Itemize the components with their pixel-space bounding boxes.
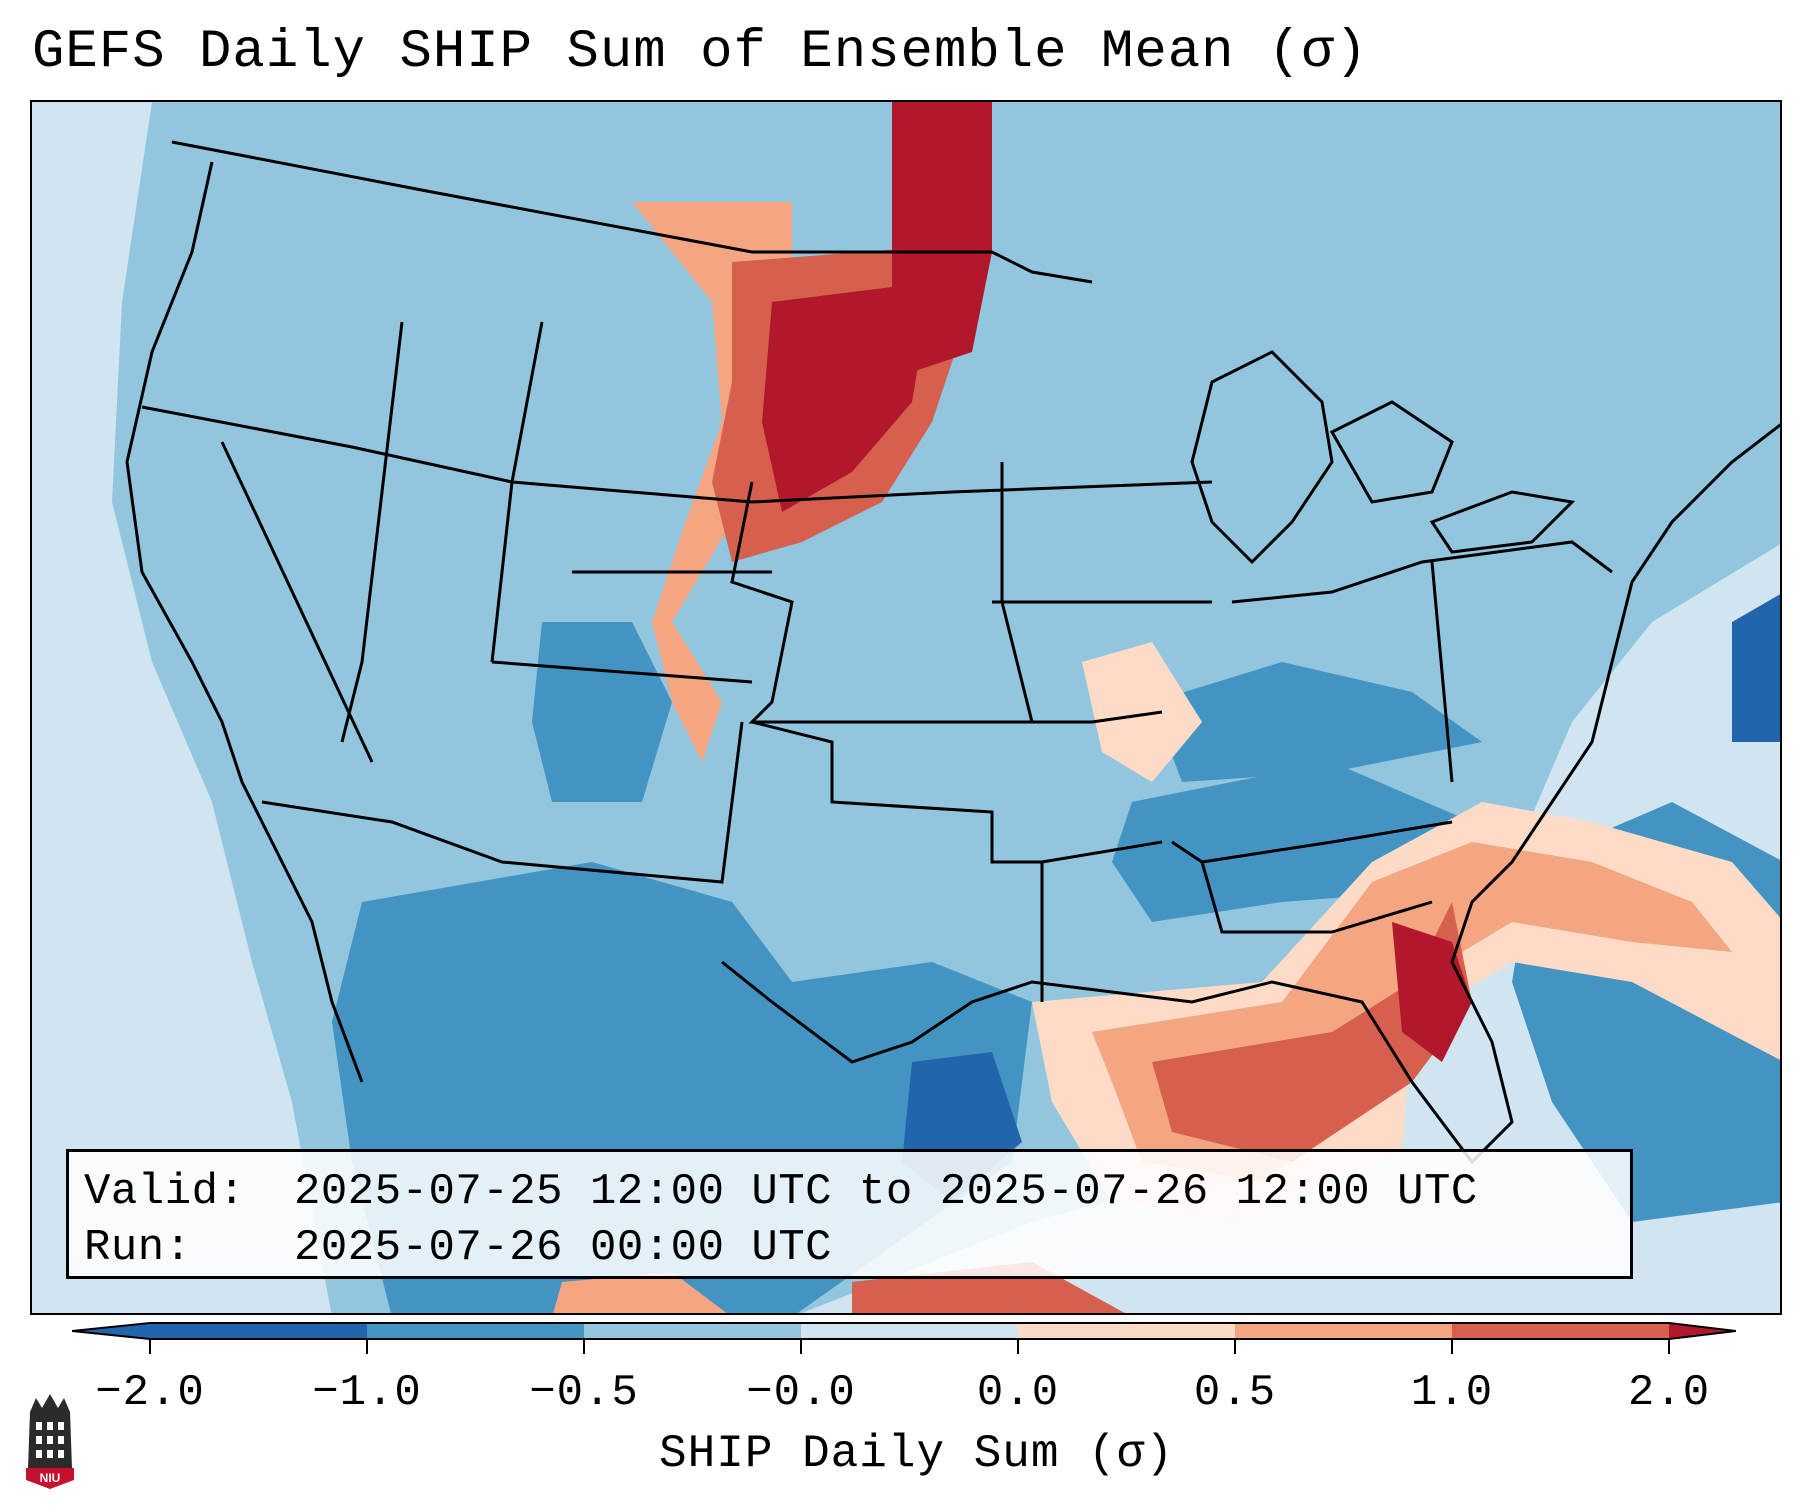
state-borders [141,321,1613,1002]
us-canada-border [171,140,1093,284]
colorbar-segment [150,1323,367,1339]
colorbar-segment [367,1323,584,1339]
colorbar-segment [1452,1323,1669,1339]
colorbar-tick-label: −1.0 [312,1368,422,1418]
field-region-georgia-coast [1392,922,1472,1062]
logo-tower [28,1394,72,1468]
field-region-dakotas-core-2 [762,282,932,512]
field-region-south-bottom-2 [552,1272,732,1313]
colorbar-tick-label: −2.0 [95,1368,205,1418]
run-line: Run: 2025-07-26 00:00 UTC [84,1220,1630,1276]
colorbar-tick-label: −0.5 [529,1368,639,1418]
colorbar-segment [1018,1323,1235,1339]
colorbar-tick [1017,1340,1019,1354]
colorbar-tick-label: 0.0 [976,1368,1060,1418]
colorbar-tick-label: 1.0 [1410,1368,1494,1418]
run-value: 2025-07-26 00:00 UTC [294,1223,833,1273]
valid-value: 2025-07-25 12:00 UTC to 2025-07-26 12:00… [294,1167,1478,1217]
field-region-gulf-red [1152,902,1472,1162]
colorbar-tick [1234,1340,1236,1354]
colorbar-tick-label: 2.0 [1627,1368,1711,1418]
coastline-west [125,161,364,1083]
colorbar-ticks [0,1340,1803,1400]
colorbar-segment [1235,1323,1452,1339]
colorbar-tick-label: −0.0 [746,1368,856,1418]
field-region-offshore [1732,592,1780,742]
logo-shield [26,1468,74,1489]
run-label: Run: [84,1223,192,1273]
colorbar-tick [800,1340,802,1354]
coastline-gulf [721,423,1780,1165]
colorbar-tick [583,1340,585,1354]
ship-field-map [32,102,1780,1313]
colorbar-tick [149,1340,151,1354]
run-info-box: Valid: 2025-07-25 12:00 UTC to 2025-07-2… [66,1149,1633,1279]
boundaries [125,140,1780,1165]
valid-line: Valid: 2025-07-25 12:00 UTC to 2025-07-2… [84,1164,1630,1220]
great-lakes [1190,350,1576,565]
map-panel [30,100,1782,1315]
colorbar-extend-high [1669,1323,1736,1339]
valid-label: Valid: [84,1167,246,1217]
colorbar-segment [801,1323,1018,1339]
field-region-ohio-valley [1152,662,1482,782]
logo-text: NIU [40,1471,61,1485]
field-region-east-central [1082,642,1202,782]
colorbar-label: SHIP Daily Sum (σ) [659,1428,1174,1480]
colorbar-tick-label: 0.5 [1193,1368,1277,1418]
colorbar-tick [1668,1340,1670,1354]
colorbar [72,1322,1736,1340]
colorbar-extend-low [72,1323,150,1339]
map-title: GEFS Daily SHIP Sum of Ensemble Mean (σ) [32,22,1369,83]
colorbar-outline [72,1322,1736,1340]
colorbar-tick [1451,1340,1453,1354]
colorbar-segment [584,1323,801,1339]
colorbar-tick [366,1340,368,1354]
niu-logo: NIU [26,1394,74,1489]
